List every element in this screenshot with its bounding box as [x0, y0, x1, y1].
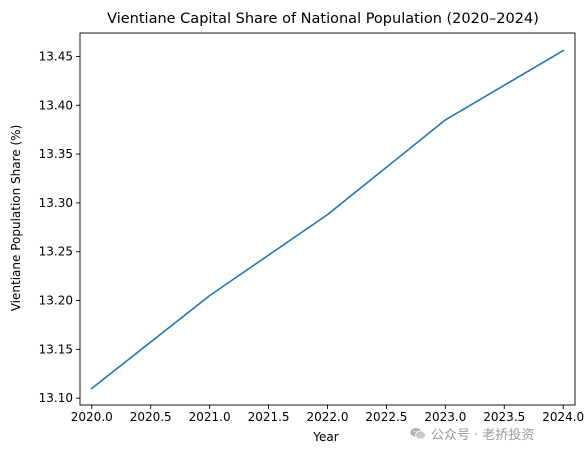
x-tick-label: 2024.0 [542, 410, 584, 424]
x-tick-label: 2022.0 [307, 410, 349, 424]
axes-frame [79, 32, 576, 406]
y-tick-label: 13.15 [39, 342, 73, 356]
y-tick-label: 13.10 [39, 391, 73, 405]
y-tick-label: 13.25 [39, 245, 73, 259]
y-tick-label: 13.20 [39, 294, 73, 308]
y-tick-label: 13.30 [39, 196, 73, 210]
watermark-text: 公众号 · 老挢投资 [431, 428, 535, 443]
series-line-0 [90, 49, 565, 390]
x-tick-label: 2023.5 [483, 410, 525, 424]
x-tick-label: 2021.0 [189, 410, 231, 424]
y-axis-title: Vientiane Population Share (%) [9, 125, 23, 312]
watermark: 公众号 · 老挢投资 [410, 424, 534, 443]
plot-area: 2020.0 2020.5 2021.0 2021.5 2022.0 2022.5 2023… [39, 32, 584, 424]
x-tick-label: 2021.5 [248, 410, 290, 424]
x-axis-title: Year [312, 430, 338, 444]
y-tick-label: 13.40 [39, 98, 73, 112]
x-tick-label: 2023.0 [424, 410, 466, 424]
x-tick-label: 2020.0 [71, 410, 113, 424]
chart-title: Vientiane Capital Share of National Popu… [107, 11, 539, 27]
y-tick-label: 13.45 [39, 49, 73, 63]
wechat-icon [410, 427, 426, 440]
x-tick-label: 2022.5 [365, 410, 407, 424]
y-tick-label: 13.35 [39, 147, 73, 161]
x-tick-label: 2020.5 [130, 410, 172, 424]
